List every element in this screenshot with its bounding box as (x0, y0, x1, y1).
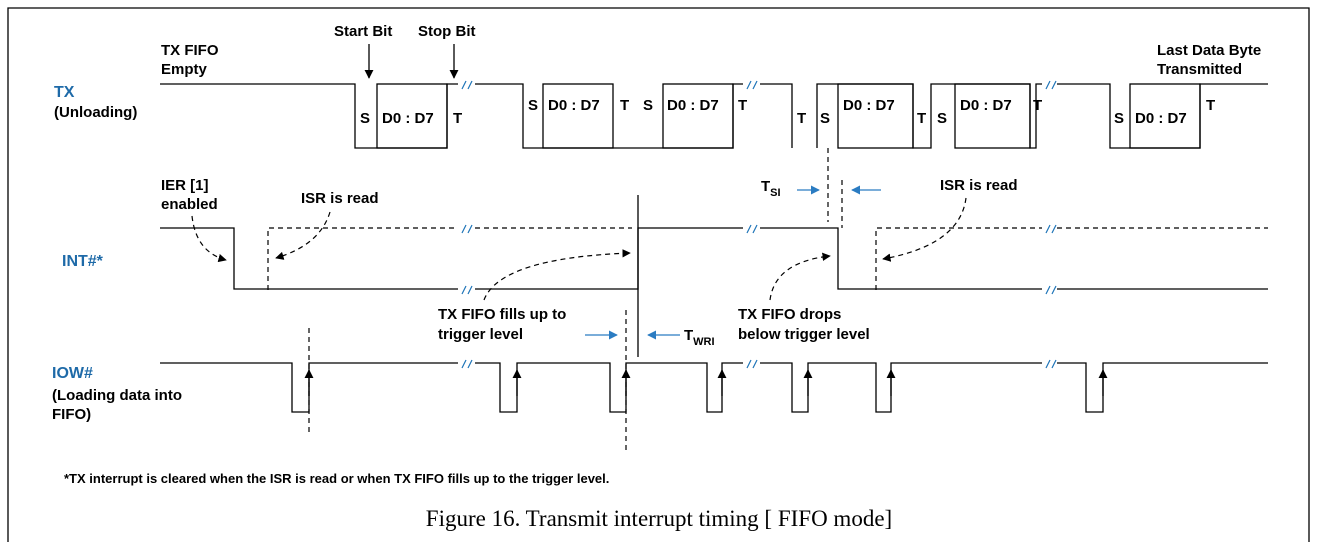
footnote: *TX interrupt is cleared when the ISR is… (64, 471, 609, 486)
fifo-empty-label-line1: TX FIFO (161, 42, 219, 59)
isr-read-label: ISR is read (301, 190, 379, 207)
ier-label-line1: IER [1] (161, 177, 209, 194)
data-bits-label: D0 : D7 (843, 97, 895, 114)
data-byte-box (542, 83, 614, 149)
data-bits-label: D0 : D7 (960, 97, 1012, 114)
data-byte-box (1129, 83, 1201, 149)
figure-border (7, 7, 1310, 542)
isr-read-label: ISR is read (940, 177, 1018, 194)
data-byte-box (376, 83, 448, 149)
tsi-label: TSI (761, 178, 781, 199)
data-byte-box (662, 83, 734, 149)
tx-signal-desc: (Unloading) (54, 104, 137, 121)
data-bits-label: D0 : D7 (1135, 110, 1187, 127)
data-byte-box (954, 83, 1031, 149)
data-bits-label: D0 : D7 (667, 97, 719, 114)
stop-bit-label: T (1206, 97, 1215, 114)
data-byte-box (837, 83, 914, 149)
break-marks (461, 80, 1057, 369)
stop-bit-annotation: Stop Bit (418, 23, 476, 40)
drops-label-line2: below trigger level (738, 326, 870, 343)
fills-arrow (483, 249, 631, 301)
data-bits-label: D0 : D7 (382, 110, 434, 127)
fills-label-line2: trigger level (438, 326, 523, 343)
start-bit-label: S (643, 97, 653, 114)
stop-bit-label: T (917, 110, 926, 127)
drops-label-line1: TX FIFO drops (738, 306, 841, 323)
tx-signal-name: TX (54, 84, 75, 101)
int-waveform (160, 195, 1268, 357)
data-bits-label: D0 : D7 (548, 97, 600, 114)
stop-bit-label: T (797, 110, 806, 127)
tx-bit-labels: S D0 : D7 T S D0 : D7 T S D0 : D7 T T S … (360, 97, 1215, 127)
twri-label: TWRI (684, 327, 715, 348)
tx-waveform (160, 83, 1268, 149)
start-bit-label: S (820, 110, 830, 127)
start-bit-label: S (937, 110, 947, 127)
iow-waveform (160, 148, 1268, 450)
isr-read-arrow (882, 197, 967, 262)
ier-label-line2: enabled (161, 196, 218, 213)
stop-bit-label: T (738, 97, 747, 114)
ier-arrow (191, 215, 227, 263)
drops-arrow (769, 252, 831, 301)
fifo-empty-label-line2: Empty (161, 61, 208, 78)
start-bit-label: S (360, 110, 370, 127)
last-byte-label-line2: Transmitted (1157, 61, 1242, 78)
iow-signal-desc-line2: FIFO) (52, 406, 91, 423)
start-bit-annotation: Start Bit (334, 23, 392, 40)
int-signal-name: INT#* (62, 253, 104, 270)
last-byte-label-line1: Last Data Byte (1157, 42, 1261, 59)
stop-bit-label: T (1033, 97, 1042, 114)
iow-signal-name: IOW# (52, 365, 93, 382)
start-bit-label: S (528, 97, 538, 114)
stop-bit-label: T (620, 97, 629, 114)
isr-read-arrow (275, 211, 331, 260)
figure-caption: Figure 16. Transmit interrupt timing [ F… (426, 506, 892, 531)
stop-bit-label: T (453, 110, 462, 127)
start-bit-label: S (1114, 110, 1124, 127)
fills-label-line1: TX FIFO fills up to (438, 306, 566, 323)
iow-signal-desc-line1: (Loading data into (52, 387, 182, 404)
